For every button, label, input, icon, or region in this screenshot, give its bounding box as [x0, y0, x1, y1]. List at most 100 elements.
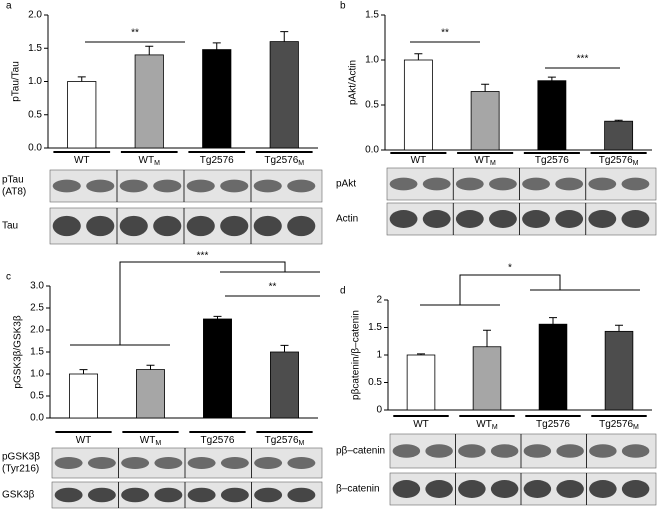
blot-band [589, 444, 617, 458]
blot-band [490, 480, 519, 498]
category-label: Tg2576M [599, 155, 639, 167]
blot-label: (Tyr216) [2, 464, 39, 475]
blot-band [458, 444, 486, 458]
blot-band [121, 457, 150, 469]
error-bar [417, 353, 425, 355]
blot-label: pGSK3β [2, 452, 40, 463]
significance-bracket [70, 261, 320, 346]
blot-band [220, 487, 249, 503]
bar [537, 80, 567, 151]
category-name: Tg2576 [536, 419, 570, 430]
blot-band [522, 177, 550, 191]
blot-label: pβ–catenin [336, 446, 385, 457]
blot-label: (AT8) [2, 187, 26, 198]
blot-band [52, 179, 81, 193]
blot-band [87, 487, 116, 503]
bar [470, 91, 500, 151]
category-label: Tg2576M [264, 155, 304, 167]
blot-band [458, 480, 486, 498]
category-label: WT [411, 155, 427, 166]
blot-band [287, 487, 316, 503]
y-tick-label: 0.5 [365, 100, 379, 111]
y-axis-label: pβcatenin/β–catenin [351, 310, 362, 400]
category-name: WT [474, 155, 490, 166]
blot-band [621, 480, 650, 498]
error-bar [212, 42, 221, 50]
error-bar [280, 344, 289, 352]
blot-band [186, 179, 215, 193]
category-label: Tg2576 [535, 155, 569, 166]
y-tick-label: 1.5 [28, 43, 42, 54]
significance-label: * [508, 263, 512, 274]
bar [406, 354, 436, 411]
blot-band [621, 177, 650, 191]
panel-label: b [340, 1, 346, 12]
significance-label: ** [441, 28, 449, 39]
category-name: Tg2576 [264, 155, 298, 166]
blot-band [588, 210, 617, 228]
blot-band [154, 487, 183, 503]
significance-label: *** [577, 54, 589, 65]
bar [69, 373, 98, 419]
blot-label: Tau [2, 221, 18, 232]
blot-band [254, 487, 283, 503]
category-name: Tg2576 [265, 435, 299, 446]
error-bar [145, 45, 154, 55]
blot-band [556, 444, 584, 458]
blot-label: Actin [336, 214, 358, 225]
blot-band [86, 215, 115, 237]
category-subscript: M [154, 160, 160, 167]
category-name: Tg2576 [599, 155, 633, 166]
category-name: Tg2576 [200, 155, 234, 166]
blot-band [186, 215, 215, 237]
blot-band [52, 215, 81, 237]
category-name: WT [140, 435, 156, 446]
category-name: WT [74, 155, 90, 166]
y-tick-label: 1.0 [28, 76, 42, 87]
significance-label: ** [131, 28, 139, 39]
y-tick-label: 1.5 [30, 347, 44, 358]
blot-band [153, 179, 182, 193]
category-name: WT [413, 419, 429, 430]
bar [202, 49, 232, 149]
blot-band [54, 487, 83, 503]
blot-band [489, 177, 517, 191]
blot-band [253, 215, 282, 237]
bar [136, 369, 165, 419]
blot-band [287, 215, 316, 237]
bar [203, 318, 232, 419]
y-tick-label: 1.0 [365, 55, 379, 66]
error-bar [79, 369, 88, 374]
category-label: WTM [474, 155, 496, 167]
blot-band [220, 215, 249, 237]
category-label: WTM [476, 419, 498, 431]
blot-band [153, 215, 182, 237]
category-label: Tg2576M [265, 435, 305, 447]
blot-band [154, 457, 183, 469]
blot-band [54, 457, 83, 469]
blot-band [425, 444, 453, 458]
category-label: Tg2576 [536, 419, 570, 430]
error-bar [77, 76, 86, 82]
blot-band [389, 210, 418, 228]
bar [270, 351, 299, 419]
bar [604, 330, 634, 411]
blot-label: pTau [2, 175, 24, 186]
blot-band [220, 179, 249, 193]
category-label: WTM [140, 435, 162, 447]
blot-band [87, 457, 116, 469]
blot-band [555, 177, 584, 191]
error-bar [280, 31, 289, 42]
blot-band [220, 457, 249, 469]
blot-band [253, 179, 282, 193]
blot-band [119, 215, 148, 237]
bar [269, 41, 299, 149]
y-tick-label: 0.0 [28, 143, 42, 154]
y-tick-label: 0.5 [30, 391, 44, 402]
error-bar [547, 76, 556, 81]
category-label: Tg2576M [599, 419, 639, 431]
blot-band [522, 210, 550, 228]
category-label: WTM [139, 155, 161, 167]
blot-band [287, 457, 316, 469]
